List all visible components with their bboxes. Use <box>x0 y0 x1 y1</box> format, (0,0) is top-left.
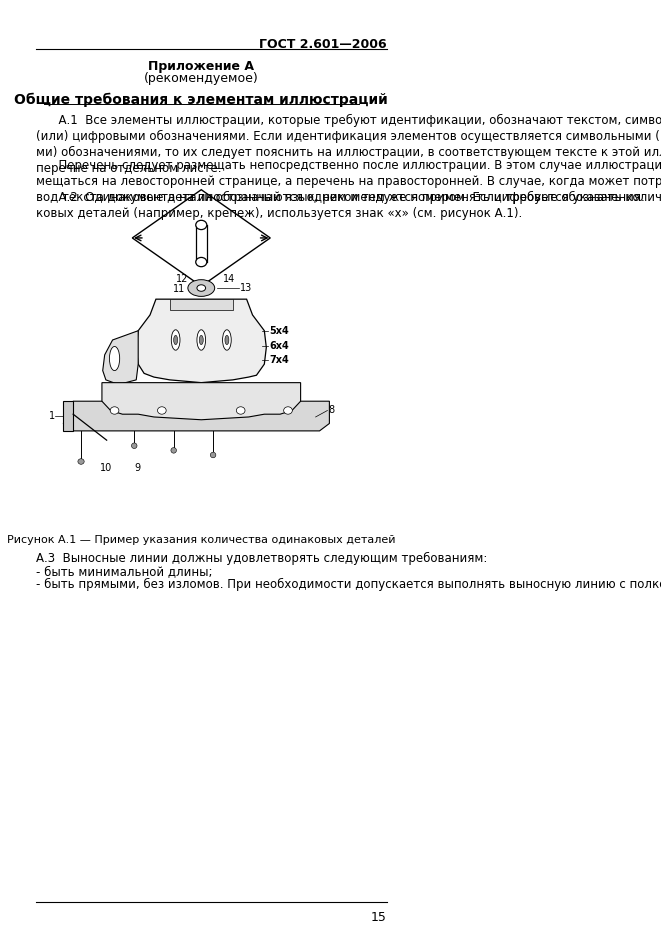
Text: А.1  Все элементы иллюстрации, которые требуют идентификации, обозначают текстом: А.1 Все элементы иллюстрации, которые тр… <box>36 113 661 175</box>
Ellipse shape <box>157 407 166 415</box>
Ellipse shape <box>132 443 137 448</box>
Circle shape <box>225 335 229 344</box>
Text: (рекомендуемое): (рекомендуемое) <box>144 72 258 85</box>
Text: ГОСТ 2.601—2006: ГОСТ 2.601—2006 <box>259 38 387 51</box>
Text: 13: 13 <box>239 283 252 293</box>
Circle shape <box>223 329 231 350</box>
Text: 14: 14 <box>223 274 235 285</box>
Circle shape <box>171 329 180 350</box>
Ellipse shape <box>196 257 207 267</box>
Text: 10: 10 <box>100 463 112 474</box>
Text: 9: 9 <box>134 463 140 474</box>
Polygon shape <box>102 383 301 419</box>
Polygon shape <box>63 402 73 431</box>
Text: 5x4: 5x4 <box>269 326 289 336</box>
Ellipse shape <box>171 447 176 453</box>
Ellipse shape <box>237 407 245 415</box>
Circle shape <box>110 346 120 371</box>
Polygon shape <box>136 300 266 383</box>
Ellipse shape <box>284 407 292 415</box>
Ellipse shape <box>197 285 206 291</box>
Ellipse shape <box>188 280 215 297</box>
Text: 7x4: 7x4 <box>269 356 289 365</box>
Text: А.3  Выносные линии должны удовлетворять следующим требованиям:: А.3 Выносные линии должны удовлетворять … <box>36 551 487 564</box>
Ellipse shape <box>196 220 207 229</box>
Polygon shape <box>63 402 329 431</box>
Circle shape <box>174 335 178 344</box>
Text: 1: 1 <box>48 411 55 421</box>
Text: 12: 12 <box>176 274 188 285</box>
Text: Рисунок А.1 — Пример указания количества одинаковых деталей: Рисунок А.1 — Пример указания количества… <box>7 534 395 545</box>
Circle shape <box>197 329 206 350</box>
Text: - быть минимальной длины;: - быть минимальной длины; <box>36 565 212 578</box>
Text: 6x4: 6x4 <box>269 341 289 351</box>
Ellipse shape <box>110 407 119 415</box>
Text: - быть прямыми, без изломов. При необходимости допускается выполнять выносную ли: - быть прямыми, без изломов. При необход… <box>36 578 661 591</box>
Text: Общие требования к элементам иллюстраций: Общие требования к элементам иллюстраций <box>15 93 388 107</box>
Polygon shape <box>170 300 233 311</box>
Text: Приложение А: Приложение А <box>148 60 254 73</box>
Ellipse shape <box>78 459 84 464</box>
Circle shape <box>200 335 203 344</box>
Text: А.2  Одинаковые детали обозначаются одним и тем же номером. Если требуется указа: А.2 Одинаковые детали обозначаются одним… <box>36 191 661 220</box>
Text: Перечень следует размещать непосредственно после иллюстрации. В этом случае иллю: Перечень следует размещать непосредствен… <box>36 159 661 204</box>
Ellipse shape <box>210 452 216 458</box>
Polygon shape <box>102 330 138 385</box>
Text: 15: 15 <box>371 912 387 925</box>
Text: 11: 11 <box>173 284 186 294</box>
Text: 8: 8 <box>329 405 334 416</box>
